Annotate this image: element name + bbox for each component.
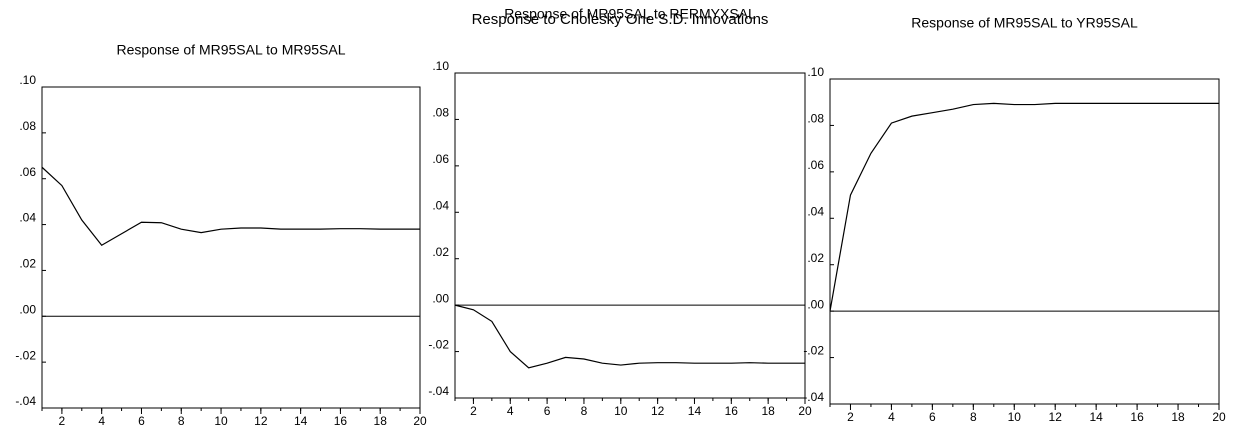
y-tick-label: -.02 <box>803 344 824 358</box>
x-tick-label: 6 <box>929 410 936 424</box>
x-tick-label: 2 <box>470 404 477 418</box>
x-tick-label: 2 <box>59 414 66 428</box>
y-tick-label: .06 <box>19 165 36 179</box>
y-tick-label: .08 <box>19 119 36 133</box>
x-tick-label: 12 <box>651 404 665 418</box>
response-line <box>829 102 1219 312</box>
y-tick-label: .08 <box>432 106 449 120</box>
y-tick-label: .06 <box>807 158 824 172</box>
y-tick-label: -.04 <box>428 384 449 398</box>
y-tick-label: -.04 <box>803 390 824 404</box>
plot-frame <box>41 86 421 409</box>
x-tick-label: 8 <box>970 410 977 424</box>
plot-frame <box>829 78 1220 405</box>
y-tick-label: .02 <box>432 245 449 259</box>
x-tick-label: 12 <box>254 414 268 428</box>
y-tick-label: .00 <box>19 302 36 316</box>
plot-frame <box>454 72 806 399</box>
x-tick-label: 8 <box>581 404 588 418</box>
y-tick-label: .06 <box>432 152 449 166</box>
x-tick-label: 4 <box>888 410 895 424</box>
x-tick-label: 10 <box>214 414 228 428</box>
y-tick-label: .10 <box>807 65 824 79</box>
y-tick-label: .10 <box>432 59 449 73</box>
response-line <box>41 166 420 246</box>
y-tick-label: .08 <box>807 112 824 126</box>
x-tick-label: 16 <box>1130 410 1144 424</box>
y-tick-label: .02 <box>807 251 824 265</box>
x-tick-label: 14 <box>294 414 308 428</box>
y-tick-label: .02 <box>19 257 36 271</box>
panel-title: Response of MR95SAL to MR95SAL <box>116 42 345 58</box>
y-tick-label: -.04 <box>15 394 36 408</box>
x-tick-label: 4 <box>98 414 105 428</box>
y-tick-label: .04 <box>807 204 824 218</box>
y-tick-label: .04 <box>432 198 449 212</box>
y-tick-label: .04 <box>19 211 36 225</box>
x-tick-label: 10 <box>614 404 628 418</box>
response-line <box>454 304 805 369</box>
chart-title: Response to Cholesky One S.D. Innovation… <box>472 11 769 28</box>
y-tick-label: -.02 <box>428 338 449 352</box>
x-tick-label: 10 <box>1008 410 1022 424</box>
x-tick-label: 20 <box>413 414 427 428</box>
x-tick-label: 6 <box>544 404 551 418</box>
x-tick-label: 12 <box>1049 410 1063 424</box>
y-tick-label: -.02 <box>15 348 36 362</box>
x-tick-label: 18 <box>761 404 775 418</box>
y-tick-label: .10 <box>19 73 36 87</box>
panel-title: Response of MR95SAL to RERMYXSAL <box>504 6 756 22</box>
x-tick-label: 18 <box>1171 410 1185 424</box>
x-tick-label: 14 <box>688 404 702 418</box>
panel-title: Response of MR95SAL to YR95SAL <box>911 15 1138 31</box>
x-tick-label: 16 <box>334 414 348 428</box>
y-tick-label: .00 <box>432 291 449 305</box>
x-tick-label: 8 <box>178 414 185 428</box>
x-tick-label: 2 <box>847 410 854 424</box>
x-tick-label: 20 <box>798 404 812 418</box>
x-tick-label: 20 <box>1212 410 1226 424</box>
y-tick-label: .00 <box>807 297 824 311</box>
x-tick-label: 18 <box>374 414 388 428</box>
x-tick-label: 4 <box>507 404 514 418</box>
x-tick-label: 6 <box>138 414 145 428</box>
x-tick-label: 16 <box>725 404 739 418</box>
x-tick-label: 14 <box>1089 410 1103 424</box>
